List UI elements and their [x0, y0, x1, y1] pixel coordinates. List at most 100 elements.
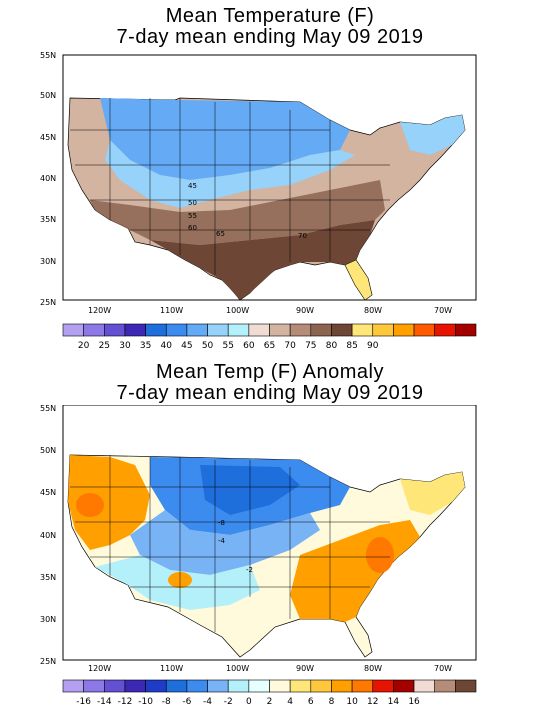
panel2-colorbar-label: 16: [408, 697, 420, 707]
lat-label: 35N: [40, 573, 56, 582]
panel2-northeast-warm: [400, 472, 465, 515]
panel1-brown-band: [90, 180, 385, 245]
panel2-lat-labels: 55N 50N 45N 40N 35N 30N 25N: [40, 405, 56, 666]
panel1-colorbar-label: 85: [346, 341, 357, 350]
panel2-colorbar-label: 0: [246, 697, 252, 707]
panel1-colorbar-swatch: [145, 323, 167, 337]
lat-label: 55N: [40, 405, 56, 413]
panel2-colorbar-label: 10: [346, 697, 358, 707]
panel2-state-lines: [70, 455, 390, 632]
lat-label: 30N: [40, 615, 56, 624]
panel1-colorbar-swatch: [62, 323, 84, 337]
panel1-colorbar-swatch: [104, 323, 126, 337]
panel2-colorbar-swatch: [269, 679, 291, 693]
panel2-colorbar-swatch: [351, 679, 374, 693]
lat-label: 25N: [40, 657, 56, 666]
contour-label: -8: [218, 519, 225, 527]
contour-label: -4: [218, 537, 226, 545]
lat-label: 25N: [40, 298, 56, 307]
panel1-cool-north: [100, 98, 350, 180]
contour-label: 45: [188, 182, 197, 190]
lat-label: 40N: [40, 174, 56, 183]
panel1-colorbar-label: 35: [140, 341, 151, 350]
panel1-colorbar-label: 75: [305, 341, 316, 350]
contour-label: 50: [188, 199, 197, 207]
lon-label: 90W: [296, 306, 314, 315]
lat-label: 30N: [40, 257, 56, 266]
panel2-map-frame: [62, 405, 477, 661]
panel1-warm-south: [150, 220, 375, 300]
panel2-colorbar-label: -6: [182, 697, 191, 707]
panel1-lat-labels: 55N 50N 45N 40N 35N 30N 25N: [40, 51, 56, 307]
panel1-title-line2: 7-day mean ending May 09 2019: [116, 26, 424, 48]
panel2-colorbar-swatch: [248, 679, 270, 693]
lat-label: 45N: [40, 488, 56, 497]
panel2-colorbar-swatch: [434, 679, 456, 693]
panel1-colorbar-label: 80: [326, 341, 338, 350]
panel1-colorbar-swatch: [331, 323, 353, 337]
panel1-colorbar-swatch: [124, 323, 146, 337]
panel2-colorbar-label: 14: [388, 697, 400, 707]
lon-label: 80W: [364, 664, 382, 673]
panel1-title-line1: Mean Temperature (F): [165, 5, 375, 27]
panel2-southeast-hot: [366, 537, 394, 573]
panel2-colorbar-label: -4: [203, 697, 212, 707]
panel1-light-blue: [105, 140, 355, 208]
lat-label: 50N: [40, 91, 56, 100]
panel2-colorbar-label: -10: [138, 697, 153, 707]
panel1-colorbar-label: 40: [161, 341, 173, 350]
panel1-colorbar-swatch: [269, 323, 291, 337]
panel2-contour-labels: -8 -4 -2: [218, 519, 253, 574]
panel1-colorbar: 20 25 30 35 40 45 50 55 60 65 70 75 80 85 90: [0, 322, 540, 350]
panel2-lon-labels: 120W 110W 100W 90W 80W 70W: [88, 664, 452, 673]
panel1-map-svg: 55N 50N 45N 40N 35N 30N 25N 120W 110W 10…: [40, 51, 477, 350]
lon-label: 70W: [434, 664, 452, 673]
panel2-colorbar-swatch: [227, 679, 250, 693]
panel1-state-lines: [70, 98, 390, 275]
panel2-colorbar-swatch: [331, 679, 353, 693]
panel1-contour-labels: 45 50 55 60 65 70: [188, 182, 307, 240]
lon-label: 100W: [226, 664, 249, 673]
panel2-colorbar-swatch: [62, 679, 84, 693]
panel2-colorbar-label: 8: [329, 697, 335, 707]
panel2-colorbar-label: 12: [367, 697, 378, 707]
lon-label: 90W: [296, 664, 314, 673]
panel1-colorbar-label: 45: [181, 341, 192, 350]
lat-label: 50N: [40, 446, 56, 455]
contour-label: 65: [216, 230, 225, 238]
panel2-colorbar-swatch: [145, 679, 167, 693]
panel1-colorbar-label: 65: [264, 341, 275, 350]
panel2-map: 55N 50N 45N 40N 35N 30N 25N 120W 110W 10…: [0, 405, 540, 673]
panel1-colorbar-swatch: [372, 323, 394, 337]
panel2-colorbar-svg: -16 -14 -12 -10 -8 -6 -4 -2 0 2 4 6 8 10 12 14 16: [62, 679, 477, 707]
panel1-lon-labels: 120W 110W 100W 90W 80W 70W: [88, 306, 452, 315]
panel1-colorbar-swatch: [289, 323, 312, 337]
panel1-northeast-blue: [400, 115, 465, 155]
lon-label: 70W: [434, 306, 452, 315]
panel2-colorbar-swatch: [393, 679, 415, 693]
panel2-title-line1: Mean Temp (F) Anomaly: [156, 361, 384, 383]
panel1-colorbar-label: 60: [243, 341, 255, 350]
panel2-light-blue: [130, 510, 320, 575]
panel2-title-line2: 7-day mean ending May 09 2019: [116, 382, 424, 404]
lon-label: 120W: [88, 664, 111, 673]
panel1-colorbar-swatch: [165, 323, 188, 337]
panel2-colorbar-label: 2: [267, 697, 273, 707]
panel2-colorbar-swatch: [413, 679, 435, 693]
contour-label: 60: [188, 224, 197, 232]
contour-label: 70: [298, 232, 307, 240]
panel1-colorbar-label: 90: [367, 341, 379, 350]
lon-label: 110W: [160, 664, 183, 673]
panel1-colorbar-swatch: [434, 323, 456, 337]
panel2-colorbar-label: -12: [118, 697, 133, 707]
panel1-florida: [344, 259, 373, 301]
panel2-colorbar-label: -14: [97, 697, 112, 707]
panel2-warm-west: [68, 455, 150, 550]
panel1-colorbar-label: 50: [202, 341, 214, 350]
panel2-colorbar-swatch: [83, 679, 105, 693]
lon-label: 80W: [364, 306, 382, 315]
panel2-colorbar-swatch: [372, 679, 394, 693]
panel2-colorbar-swatch: [310, 679, 332, 693]
panel1-map-frame: [62, 54, 477, 301]
panel2-colorbar-swatch: [165, 679, 188, 693]
